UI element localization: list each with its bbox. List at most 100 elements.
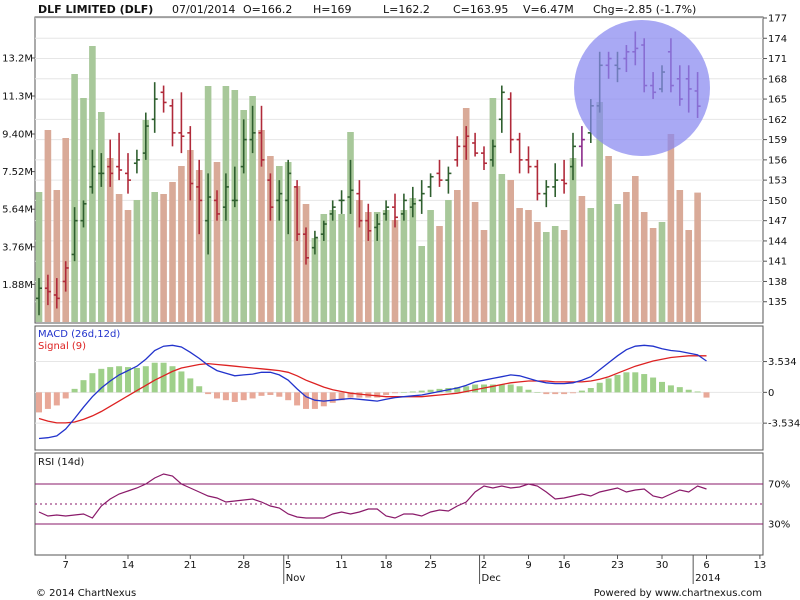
volume-bar [284,162,292,322]
macd-histogram-bar [400,392,407,393]
rsi-panel-frame [34,452,764,556]
volume-bar [605,156,612,322]
macd-histogram-bar [347,392,354,398]
price-axis-label: 165 [768,95,787,106]
macd-histogram-bar [214,392,220,399]
volume-bar [658,222,666,322]
macd-axis-label: -3.534 [768,419,800,430]
macd-histogram-bar [374,392,381,398]
signal-line [38,355,707,424]
volume-axis-label: 5.64M [2,205,33,216]
macd-histogram-bar [623,372,630,393]
rsi-axis-label: 70% [768,480,790,491]
volume-bar [195,170,203,322]
macd-histogram-bar [249,392,256,399]
open-value: O=166.2 [243,3,292,16]
macd-histogram-bar [196,386,203,393]
volume-bar [365,212,372,322]
macd-histogram-bar [383,392,390,395]
volume-bar [258,130,265,322]
price-axis-label: 141 [768,257,787,268]
macd-histogram-bar [80,380,87,393]
volume-axis-label: 13.2M [2,54,33,65]
volume-axis-label: 9.40M [2,130,33,141]
macd-histogram-bar [222,392,229,401]
volume-bar [471,202,479,322]
macd-histogram-bar [685,389,692,393]
price-axis-label: 135 [768,297,787,308]
volume-bar [649,228,657,322]
volume-bar [587,208,595,322]
volume-bar [98,112,105,322]
volume-bar [356,200,363,322]
volume-bar [436,226,443,322]
copyright-text: © 2014 ChartNexus [36,588,136,599]
volume-bar [560,230,568,322]
macd-histogram-bar [561,392,568,395]
month-label: Nov [286,573,306,584]
macd-histogram-bar [89,373,96,393]
macd-histogram-bar [116,366,123,393]
macd-histogram-bar [258,392,265,396]
macd-histogram-bar [472,384,479,393]
volume-bar [311,238,319,322]
macd-histogram-bar [650,377,657,393]
month-label: 2014 [695,573,720,584]
macd-histogram-bar [276,392,283,397]
volume-bar [115,194,123,322]
volume-bar [142,120,150,322]
macd-histogram-bar [356,392,363,398]
volume-bar [187,150,194,322]
macd-legend: MACD (26d,12d) [38,329,120,340]
volume-bar [480,230,488,322]
macd-histogram-bar [36,392,42,413]
price-axis-label: 171 [768,54,787,65]
rsi-axis-label: 30% [768,520,790,531]
macd-histogram-bar [427,389,434,393]
volume-axis-label: 3.76M [2,242,33,253]
macd-histogram-bar [498,384,505,393]
macd-histogram-bar [614,374,621,393]
volume-bar [373,212,381,322]
macd-histogram-bar [53,392,60,406]
price-axis-label: 150 [768,196,787,207]
powered-by-link[interactable]: Powered by www.chartnexus.com [594,588,762,599]
macd-histogram-bar [98,368,105,393]
rsi-legend: RSI (14d) [38,457,84,468]
volume-bar [534,222,541,322]
macd-histogram-bar [409,391,416,393]
macd-line [38,344,707,440]
volume-axis-label: 11.3M [2,92,33,103]
month-label: Dec [482,573,501,584]
x-axis-label: 13 [754,560,767,571]
macd-histogram-bar [667,385,674,393]
macd-histogram-bar [187,378,194,393]
volume-bar [133,200,141,322]
macd-histogram-bar [71,388,78,393]
macd-histogram-bar [267,392,274,395]
volume-bar [249,96,256,322]
header: DLF LIMITED (DLF) 07/01/2014 O=166.2 H=1… [38,3,696,16]
volume-bar [676,190,684,322]
macd-histogram-bar [107,367,114,393]
volume-bar [462,108,470,322]
macd-histogram-bar [596,382,603,393]
volume-bar [53,190,61,322]
volume-bar [169,182,176,322]
macd-histogram-bar [205,392,212,395]
macd-histogram-bar [320,392,327,407]
x-axis: 7 14 21 28 5 11 18 25 2 9 16 23 30 6 13 Nov Dec 2014 [63,555,767,584]
volume-bar [427,210,434,322]
macd-histogram-bar [489,384,496,393]
volume-bar [35,192,43,322]
volume-bar [240,110,247,322]
macd-histogram-bar [507,384,514,393]
volume-axis-label: 1.88M [2,280,33,291]
macd-histogram-bar [525,389,532,393]
volume-bar [160,194,167,322]
rsi-layer [35,473,763,525]
x-axis-label: 28 [237,560,250,571]
macd-axis: 3.534 0 -3.534 [763,357,800,430]
price-axis-label: 153 [768,176,787,187]
x-axis-label: 25 [424,560,437,571]
